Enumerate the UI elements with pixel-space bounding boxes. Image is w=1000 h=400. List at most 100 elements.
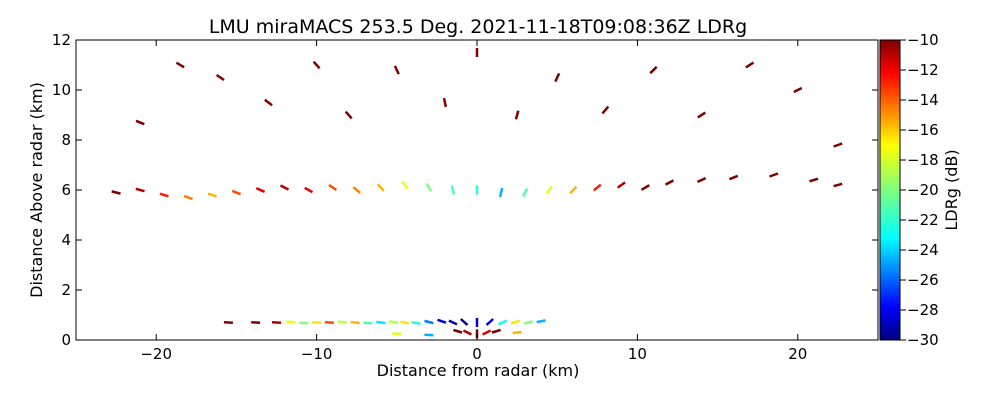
data-point	[264, 98, 273, 107]
data-point	[286, 320, 296, 324]
data-point	[135, 119, 145, 126]
data-point	[616, 181, 626, 189]
data-point	[536, 319, 546, 324]
y-tick-label: 12	[52, 31, 71, 49]
colorbar-tick-label: −30	[907, 331, 939, 349]
data-point	[498, 187, 504, 198]
data-point	[159, 192, 169, 198]
data-point	[833, 182, 843, 188]
x-tick-label: −20	[140, 345, 172, 363]
colorbar-tick-label: −26	[907, 271, 939, 289]
colorbar: −10 −12 −14 −16 −18 −20 −22 −24 −26 −28 −30 LDRg (…	[879, 31, 961, 349]
data-point	[388, 320, 399, 324]
y-tick-label: 10	[52, 81, 71, 99]
data-point	[793, 86, 803, 94]
data-point	[328, 183, 338, 192]
data-point	[376, 183, 385, 192]
colorbar-tick-label: −28	[907, 301, 939, 319]
data-point	[482, 329, 492, 336]
data-point	[450, 185, 456, 195]
data-point	[437, 318, 447, 324]
data-point	[649, 65, 658, 75]
x-tick-label: −10	[301, 345, 333, 363]
y-axis-title: Distance Above radar (km)	[27, 82, 46, 298]
data-point	[697, 111, 706, 119]
data-point	[425, 182, 433, 193]
plot-area	[75, 39, 879, 341]
data-point	[459, 318, 469, 326]
data-point	[376, 320, 386, 325]
data-point	[640, 184, 650, 191]
data-point	[442, 97, 448, 108]
data-point	[312, 60, 321, 70]
data-point	[215, 73, 225, 82]
colorbar-tick-label: −22	[907, 211, 939, 229]
data-point	[183, 194, 193, 201]
data-point	[545, 185, 553, 195]
data-point	[411, 320, 421, 326]
data-marks	[111, 48, 843, 339]
data-point	[207, 192, 218, 198]
data-point	[304, 186, 314, 194]
colorbar-tick-label: −18	[907, 151, 939, 169]
data-point	[569, 185, 578, 195]
y-axis: 0 2 4 6 8 10 12	[52, 31, 878, 349]
colorbar-label: LDRg (dB)	[942, 149, 961, 230]
data-point	[498, 319, 508, 326]
data-point	[510, 319, 521, 325]
x-axis: −20 −10 0 10 20	[140, 40, 807, 363]
colorbar-tick-label: −24	[907, 241, 939, 259]
colorbar-tick-label: −16	[907, 121, 939, 139]
data-point	[324, 320, 334, 325]
data-point	[344, 110, 353, 120]
data-point	[111, 190, 121, 195]
data-point	[833, 142, 843, 148]
data-point	[424, 319, 434, 325]
data-point	[448, 319, 458, 326]
data-point	[593, 183, 602, 192]
data-point	[769, 172, 779, 178]
x-tick-label: 20	[788, 345, 807, 363]
data-point	[271, 320, 282, 325]
data-point	[299, 321, 309, 325]
y-tick-label: 0	[61, 331, 71, 349]
data-point	[135, 187, 145, 193]
colorbar-tick-label: −14	[907, 91, 939, 109]
data-point	[462, 329, 472, 336]
data-point	[424, 333, 434, 337]
data-point	[401, 180, 409, 190]
data-point	[514, 110, 520, 120]
data-point	[809, 177, 819, 183]
y-tick-label: 8	[61, 131, 71, 149]
data-point	[337, 320, 347, 324]
data-point	[363, 321, 373, 325]
data-point	[729, 174, 739, 181]
colorbar-tick-label: −12	[907, 61, 939, 79]
colorbar-ticks: −10 −12 −14 −16 −18 −20 −22 −24 −26 −28 −30	[900, 31, 939, 349]
x-tick-label: 0	[472, 345, 482, 363]
data-point	[400, 320, 410, 325]
chart-title: LMU miraMACS 253.5 Deg. 2021-11-18T09:08…	[209, 16, 747, 38]
data-point	[312, 320, 322, 325]
data-point	[554, 72, 561, 83]
colorbar-tick-label: −10	[907, 31, 939, 49]
data-point	[350, 320, 360, 325]
data-point	[521, 187, 529, 198]
data-point	[523, 320, 533, 325]
colorbar-tick-label: −20	[907, 181, 939, 199]
data-point	[453, 328, 463, 334]
data-point	[255, 187, 266, 193]
colorbar-gradient	[879, 39, 901, 341]
data-point	[512, 330, 522, 335]
data-point	[696, 176, 707, 184]
x-axis-title: Distance from radar (km)	[377, 361, 580, 380]
x-tick-label: 10	[628, 345, 647, 363]
data-point	[745, 61, 755, 69]
y-tick-label: 4	[61, 231, 71, 249]
data-point	[491, 328, 501, 334]
data-point	[392, 332, 402, 336]
data-point	[279, 184, 290, 191]
data-point	[231, 189, 242, 196]
y-tick-label: 2	[61, 281, 71, 299]
